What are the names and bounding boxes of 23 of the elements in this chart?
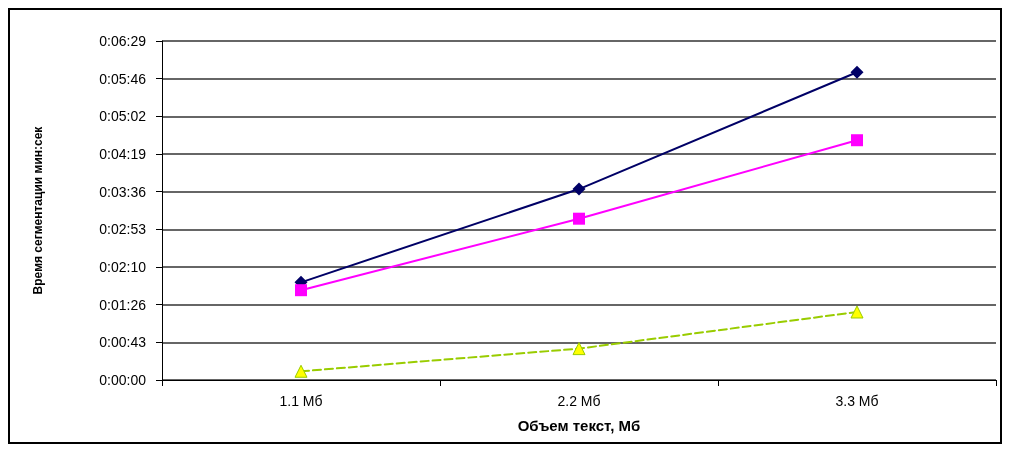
y-tick-label: 0:00:00 — [99, 372, 147, 388]
y-tick-label: 0:06:29 — [99, 33, 147, 49]
point — [850, 65, 864, 79]
y-tick-label: 0:04:19 — [99, 146, 147, 162]
point — [295, 284, 307, 297]
y-tick-label: 0:05:02 — [99, 108, 147, 125]
x-tick-label: 3.3 Мб — [835, 393, 879, 409]
point — [294, 364, 308, 378]
point — [850, 305, 864, 319]
y-tick-label: 0:00:43 — [99, 334, 147, 351]
y-tick-label: 0:03:36 — [99, 183, 147, 200]
y-tick-label: 0:05:46 — [99, 70, 147, 87]
y-tick-label: 0:02:10 — [99, 259, 147, 275]
point — [572, 182, 586, 196]
y-axis-title: Время сегментации мин:сек — [31, 125, 45, 295]
x-axis-title: Объем текст, Мб — [517, 417, 641, 434]
point — [572, 342, 586, 356]
point — [851, 134, 863, 147]
y-tick-label: 0:02:53 — [99, 221, 147, 238]
y-tick-label: 0:01:26 — [99, 296, 147, 313]
x-tick-label: 2.2 Мб — [557, 393, 601, 409]
point — [573, 212, 585, 225]
x-tick-label: 1.1 Мб — [279, 393, 323, 409]
